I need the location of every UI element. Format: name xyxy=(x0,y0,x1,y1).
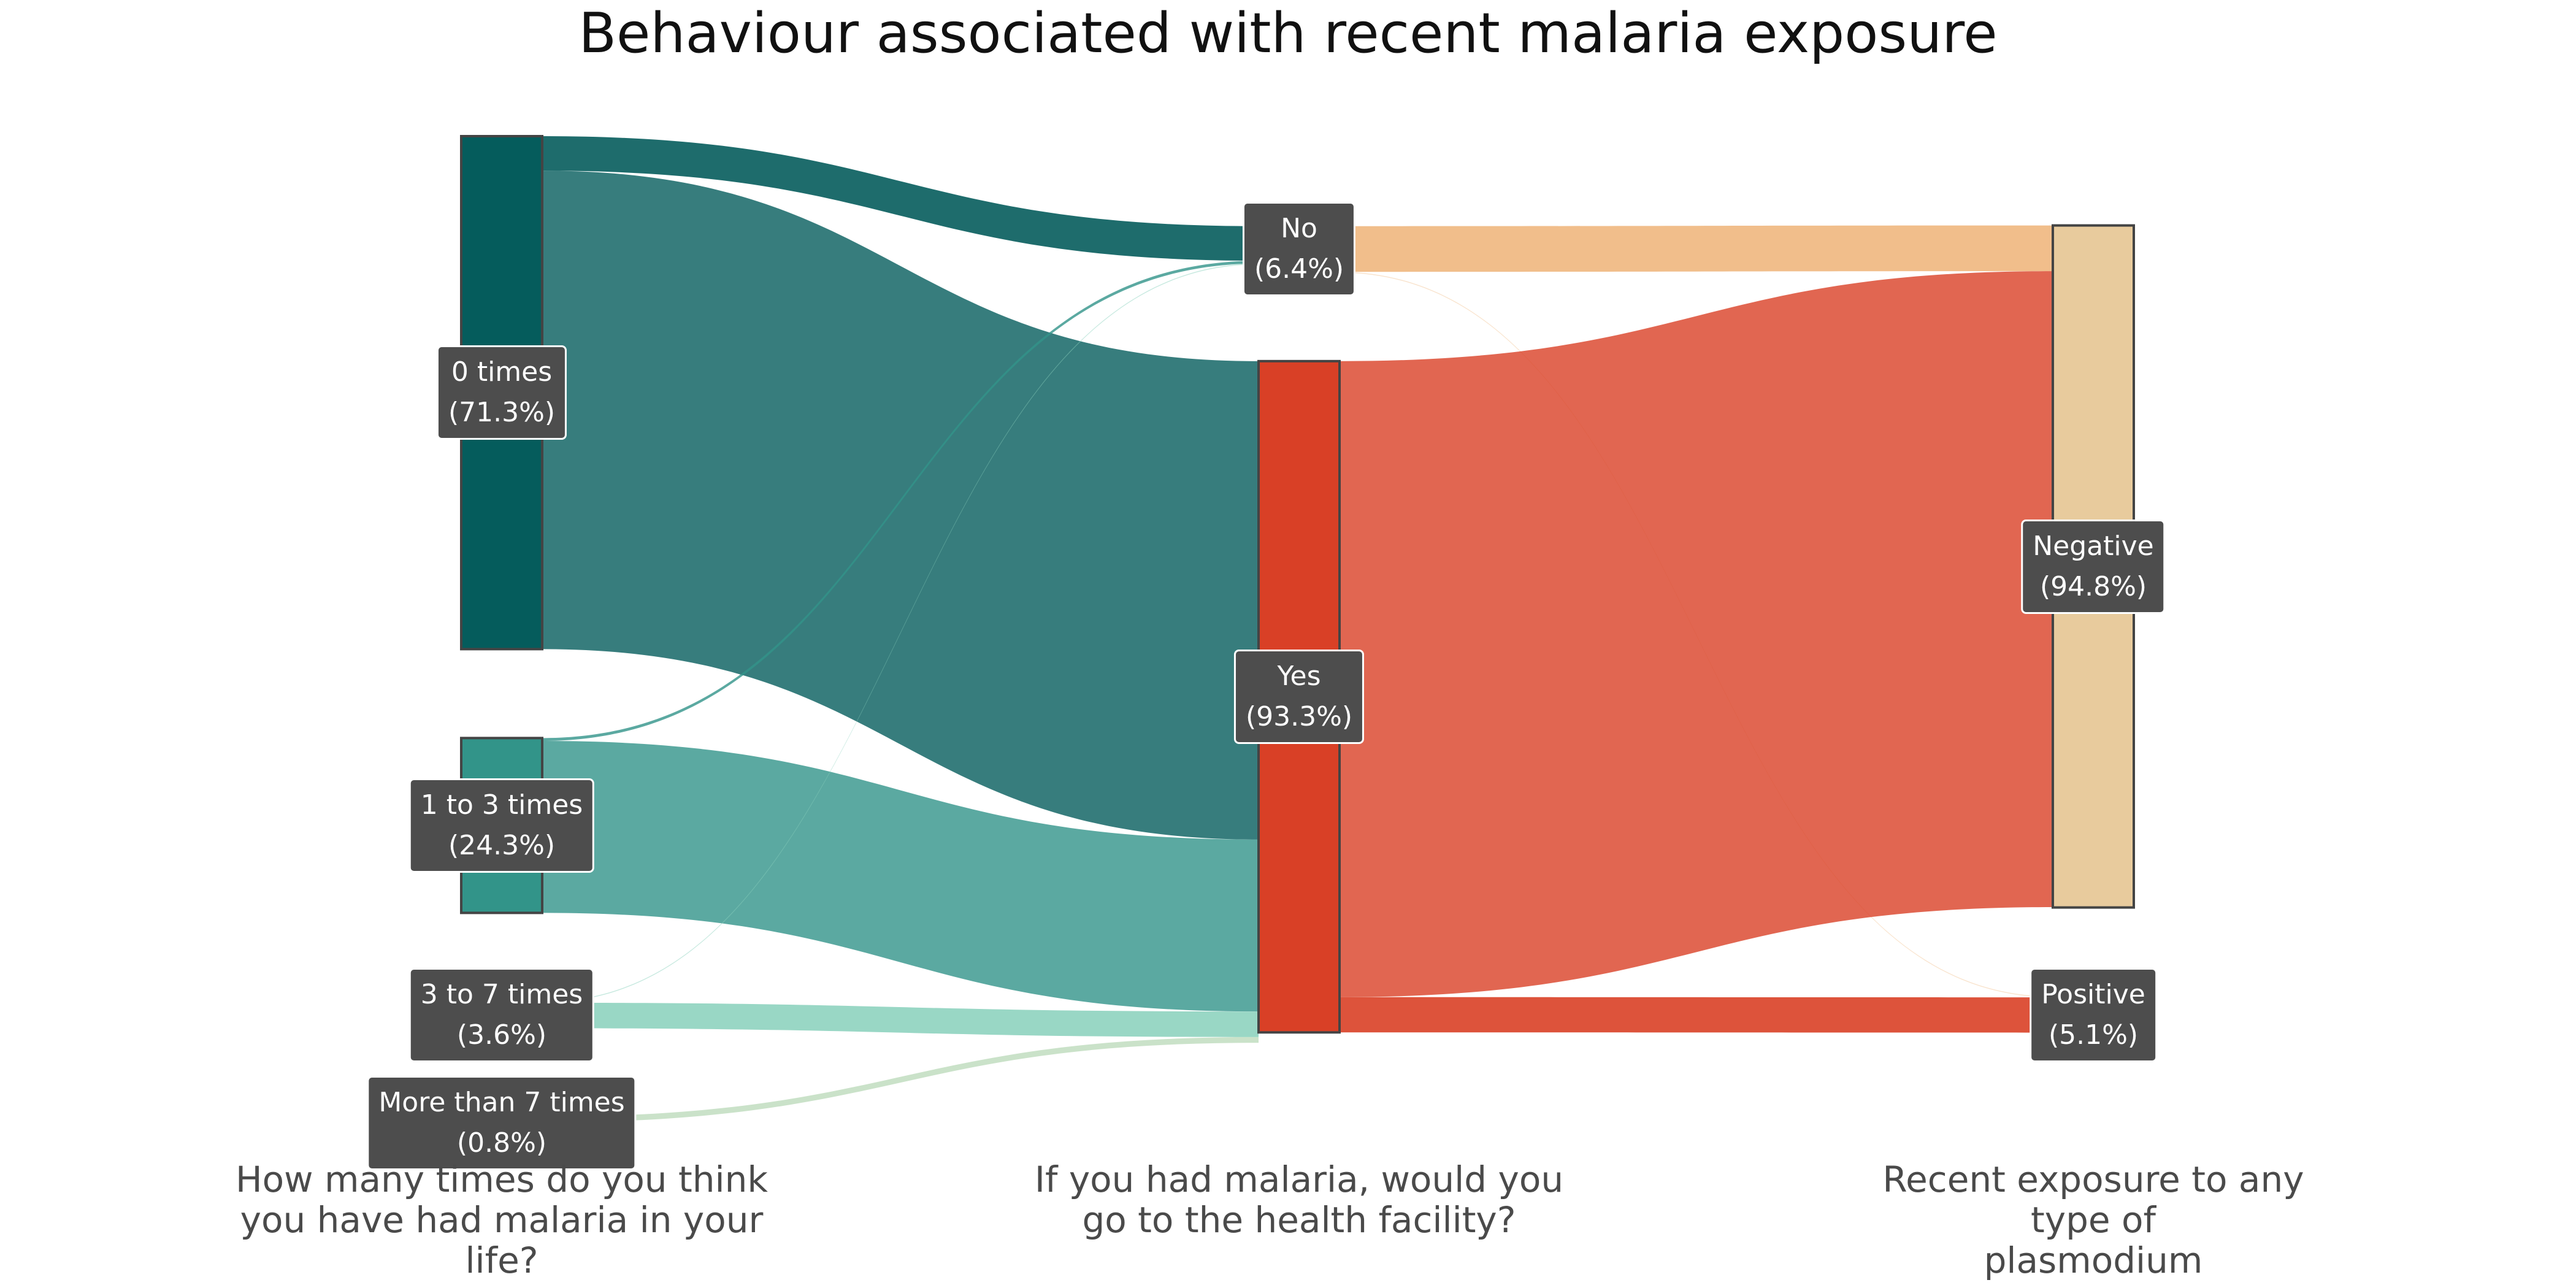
link-zero-to-no xyxy=(542,136,1259,261)
link-one_three-to-yes xyxy=(542,741,1259,1012)
node-label-percent: (71.3%) xyxy=(448,397,556,429)
node-label-name: 1 to 3 times xyxy=(420,789,583,821)
node-label-name: 3 to 7 times xyxy=(420,978,583,1010)
link-three_seven-to-no xyxy=(542,263,1259,1003)
node-label-three_seven: 3 to 7 times (3.6%) xyxy=(408,967,595,1062)
node-label-more_seven: More than 7 times (0.8%) xyxy=(367,1075,637,1170)
node-label-no: No (6.4%) xyxy=(1242,202,1356,297)
column-title-line: Recent exposure to any type of xyxy=(1882,1159,2304,1241)
column-title-line: If you had malaria, would you xyxy=(1034,1159,1564,1200)
node-label-name: 0 times xyxy=(451,356,553,388)
column-title-line: life? xyxy=(465,1240,539,1281)
column-title-line: How many times do you think xyxy=(236,1159,768,1200)
link-yes-to-negative xyxy=(1340,271,2053,997)
links-layer xyxy=(542,136,2053,1122)
node-label-percent: (0.8%) xyxy=(456,1127,547,1159)
chart-title: Behaviour associated with recent malaria… xyxy=(578,1,1998,66)
link-zero-to-yes xyxy=(542,171,1259,840)
link-no-to-negative xyxy=(1340,225,2053,272)
link-yes-to-positive xyxy=(1340,997,2053,1033)
node-label-positive: Positive (5.1%) xyxy=(2030,967,2157,1062)
column-title-exposure: Recent exposure to any type of plasmodium xyxy=(1852,1159,2335,1281)
node-label-percent: (93.3%) xyxy=(1245,701,1353,733)
link-three_seven-to-yes xyxy=(542,1002,1259,1037)
column-title-line: you have had malaria in your xyxy=(240,1199,764,1241)
column-title-lifetime: How many times do you think you have had … xyxy=(236,1159,768,1281)
node-label-percent: (24.3%) xyxy=(448,829,556,861)
node-label-percent: (94.8%) xyxy=(2039,570,2147,602)
node-label-one_three: 1 to 3 times (24.3%) xyxy=(408,778,595,873)
column-title-line: go to the health facility? xyxy=(1082,1199,1516,1241)
link-more_seven-to-yes xyxy=(542,1037,1259,1122)
link-one_three-to-no xyxy=(542,261,1259,742)
node-label-negative: Negative (94.8%) xyxy=(2021,519,2166,614)
node-label-percent: (5.1%) xyxy=(2048,1019,2139,1051)
node-label-name: No xyxy=(1281,213,1317,245)
node-label-name: More than 7 times xyxy=(378,1086,625,1118)
node-label-name: Yes xyxy=(1277,661,1321,692)
node-label-percent: (3.6%) xyxy=(456,1019,547,1051)
node-label-name: Negative xyxy=(2033,530,2154,562)
node-label-name: Positive xyxy=(2041,978,2145,1010)
node-label-yes: Yes (93.3%) xyxy=(1233,650,1365,745)
column-title-line: plasmodium xyxy=(1984,1240,2203,1281)
column-title-facility: If you had malaria, would you go to the h… xyxy=(1035,1159,1563,1240)
node-label-percent: (6.4%) xyxy=(1254,253,1344,285)
node-label-zero: 0 times (71.3%) xyxy=(436,345,567,440)
